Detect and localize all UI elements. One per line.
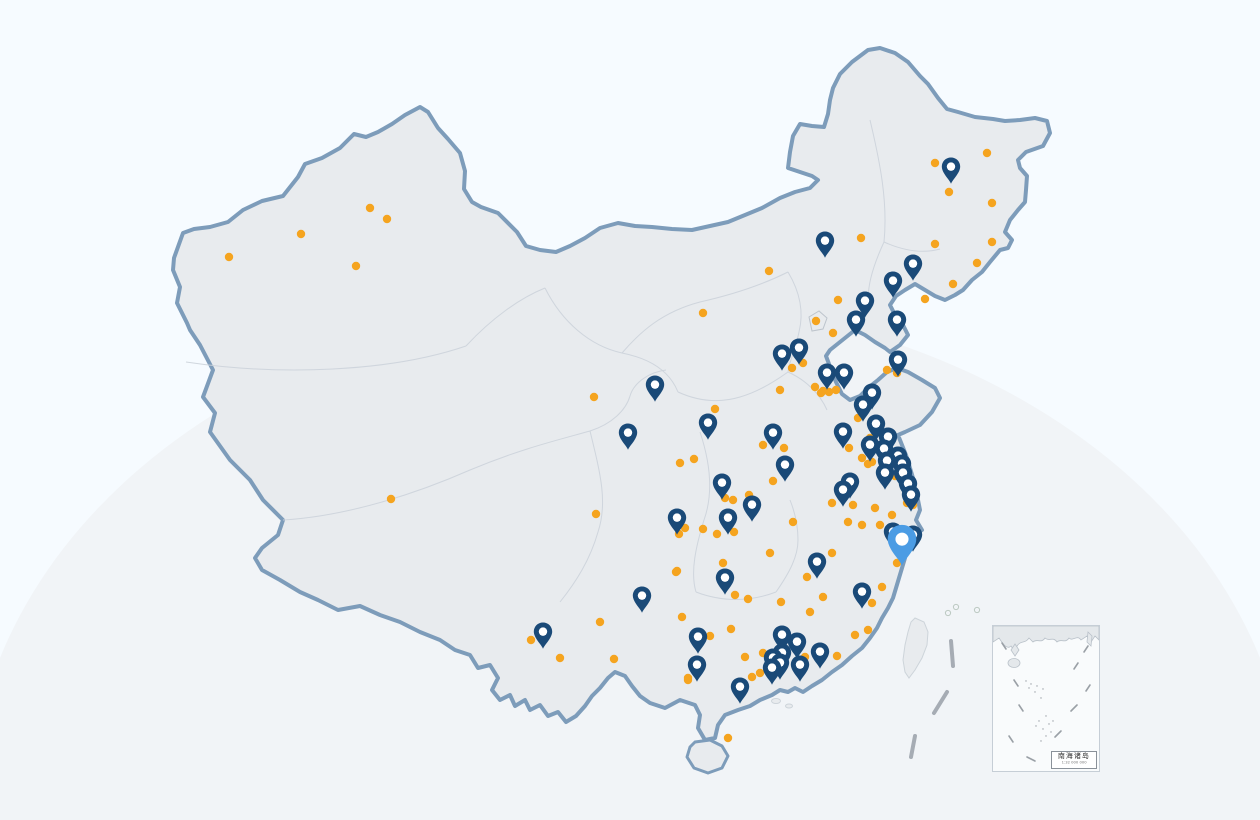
city-dot bbox=[944, 187, 954, 197]
inset-title: 南海诸岛 bbox=[1057, 752, 1090, 761]
city-dot bbox=[698, 308, 708, 318]
city-dot bbox=[828, 328, 838, 338]
city-dot bbox=[779, 443, 789, 453]
city-dot bbox=[856, 233, 866, 243]
city-dot bbox=[296, 229, 306, 239]
city-dot bbox=[747, 672, 757, 682]
city-dot bbox=[768, 476, 778, 486]
hainan-island bbox=[685, 738, 730, 775]
city-dot bbox=[740, 652, 750, 662]
city-dot bbox=[930, 239, 940, 249]
city-dot bbox=[595, 617, 605, 627]
city-dot bbox=[987, 198, 997, 208]
city-dot bbox=[224, 252, 234, 262]
city-dot bbox=[920, 294, 930, 304]
province-borders bbox=[185, 119, 941, 603]
city-dot bbox=[755, 668, 765, 678]
inset-leizhou bbox=[1010, 643, 1020, 657]
city-dot bbox=[730, 590, 740, 600]
city-dot bbox=[982, 148, 992, 158]
city-dot bbox=[831, 385, 841, 395]
city-dot bbox=[802, 572, 812, 582]
city-dot bbox=[850, 630, 860, 640]
city-dot bbox=[743, 594, 753, 604]
city-dot bbox=[776, 597, 786, 607]
city-dot bbox=[609, 654, 619, 664]
city-dot bbox=[689, 454, 699, 464]
city-dot bbox=[758, 440, 768, 450]
inset-svg bbox=[993, 626, 1099, 762]
city-dot bbox=[683, 673, 693, 683]
city-dot bbox=[827, 498, 837, 508]
city-dot bbox=[723, 733, 733, 743]
city-dot bbox=[805, 607, 815, 617]
city-dot bbox=[386, 494, 396, 504]
city-dot bbox=[765, 548, 775, 558]
city-dot bbox=[677, 612, 687, 622]
city-dot bbox=[848, 500, 858, 510]
city-dot bbox=[863, 459, 873, 469]
city-dot bbox=[987, 237, 997, 247]
city-dot bbox=[351, 261, 361, 271]
maritime-dash-line bbox=[909, 639, 955, 759]
city-dot bbox=[832, 651, 842, 661]
city-dot bbox=[972, 258, 982, 268]
city-dot bbox=[729, 527, 739, 537]
city-dot bbox=[526, 635, 536, 645]
inset-coastline bbox=[993, 626, 1099, 653]
inset-island-specks bbox=[1025, 680, 1054, 742]
city-dot bbox=[833, 295, 843, 305]
taiwan-island bbox=[902, 617, 929, 679]
city-dot bbox=[712, 529, 722, 539]
city-dot bbox=[843, 517, 853, 527]
city-dot bbox=[775, 385, 785, 395]
city-dot bbox=[857, 453, 867, 463]
city-dot bbox=[365, 203, 375, 213]
city-dot bbox=[788, 517, 798, 527]
inset-scale: 1:32 000 000 bbox=[1061, 760, 1087, 765]
city-dot bbox=[857, 520, 867, 530]
city-dot bbox=[810, 382, 820, 392]
city-dot bbox=[705, 631, 715, 641]
city-dot bbox=[382, 214, 392, 224]
city-dot bbox=[718, 558, 728, 568]
inset-hainan bbox=[1007, 658, 1021, 668]
city-dot bbox=[877, 582, 887, 592]
coastal-islands bbox=[771, 603, 981, 709]
china-mainland-outline bbox=[171, 46, 1052, 742]
city-dot bbox=[555, 653, 565, 663]
inset-dash-line bbox=[1001, 642, 1091, 762]
city-dot bbox=[698, 524, 708, 534]
city-dot bbox=[787, 363, 797, 373]
city-dot bbox=[671, 567, 681, 577]
city-dot bbox=[882, 365, 892, 375]
city-dot bbox=[863, 625, 873, 635]
city-dot bbox=[818, 592, 828, 602]
city-dot bbox=[591, 509, 601, 519]
south-china-sea-inset: 南海诸岛 1:32 000 000 bbox=[992, 625, 1100, 772]
city-dot bbox=[764, 266, 774, 276]
city-dot bbox=[892, 558, 902, 568]
city-dot bbox=[930, 158, 940, 168]
city-dot bbox=[844, 443, 854, 453]
inset-label: 南海诸岛 1:32 000 000 bbox=[1050, 751, 1097, 769]
city-dot bbox=[811, 316, 821, 326]
city-dot bbox=[827, 548, 837, 558]
city-dot bbox=[816, 388, 826, 398]
city-dot bbox=[887, 510, 897, 520]
city-dot bbox=[948, 279, 958, 289]
city-dot bbox=[726, 624, 736, 634]
city-dot bbox=[875, 520, 885, 530]
city-dot bbox=[870, 503, 880, 513]
city-dot bbox=[710, 404, 720, 414]
city-dot bbox=[589, 392, 599, 402]
city-dot bbox=[867, 598, 877, 608]
city-dot bbox=[824, 387, 834, 397]
inset-taiwan bbox=[1086, 631, 1093, 647]
city-dot bbox=[675, 458, 685, 468]
city-dot bbox=[728, 495, 738, 505]
